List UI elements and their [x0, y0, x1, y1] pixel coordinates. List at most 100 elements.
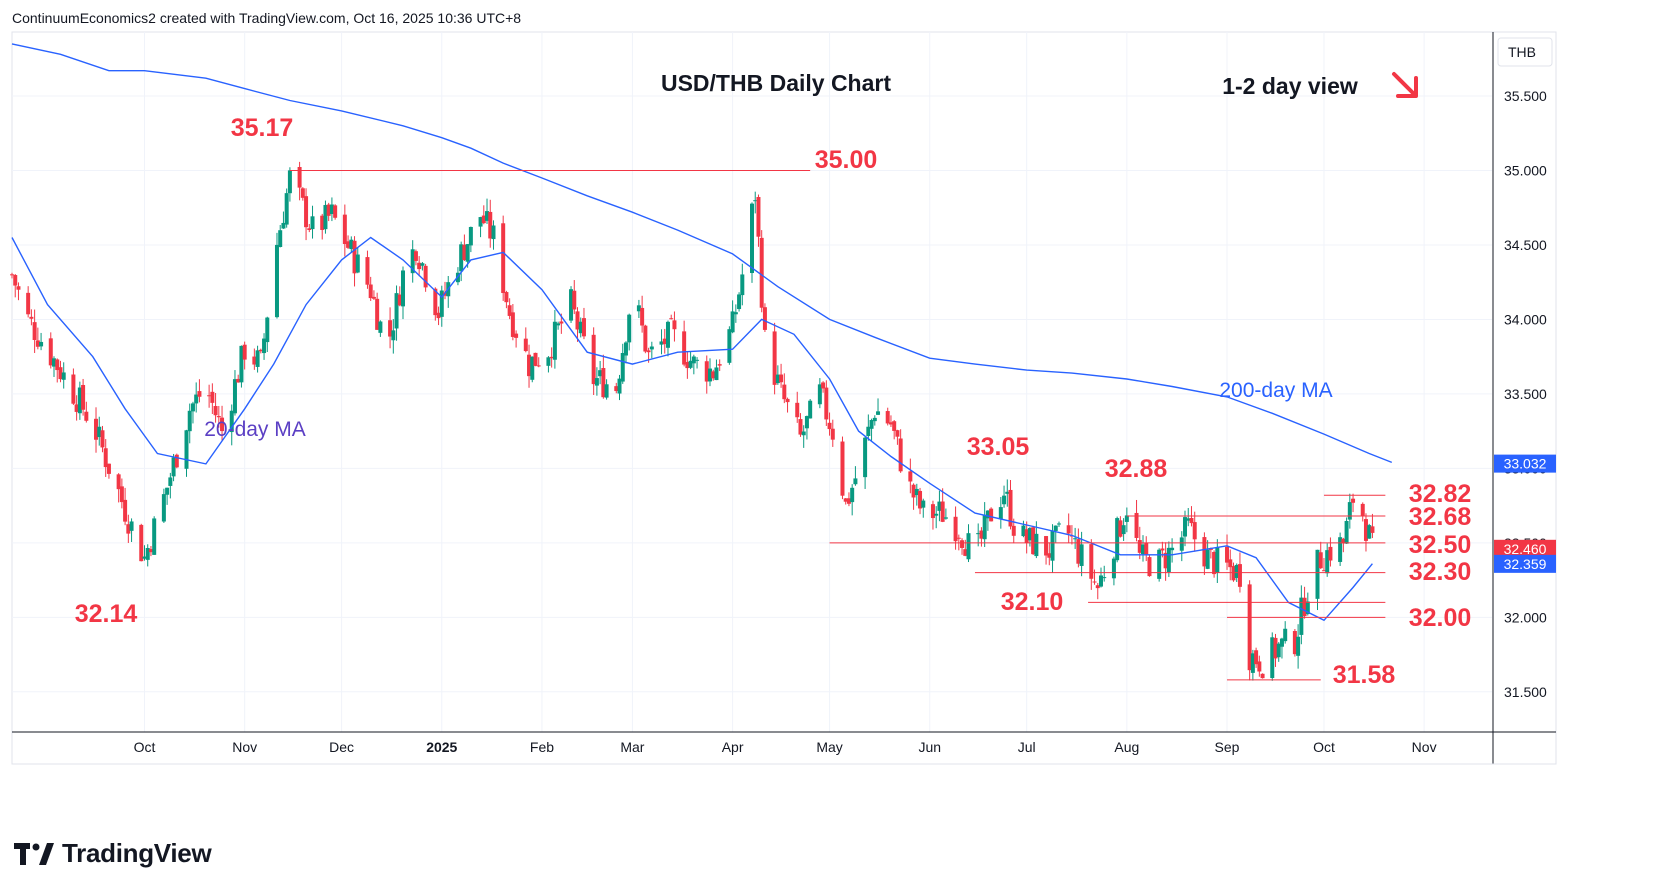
candle-body: [229, 410, 234, 433]
header-caption: ContinuumEconomics2 created with Trading…: [12, 10, 522, 26]
ma20-line: [11, 236, 1373, 622]
candle-body: [207, 395, 212, 397]
candle-body: [126, 524, 131, 534]
candle-body: [194, 394, 199, 404]
candle-body: [578, 321, 583, 334]
candle-body: [843, 498, 848, 502]
candle-body: [1341, 538, 1346, 544]
candle-body: [342, 214, 347, 245]
candle-body: [662, 338, 667, 345]
candle-body: [349, 239, 354, 250]
candle-body: [265, 317, 270, 343]
candle-body: [798, 419, 803, 435]
candle-body: [940, 501, 945, 522]
candle-body: [287, 170, 292, 194]
axes: 35.50035.00034.50034.00033.50033.00032.5…: [12, 32, 1556, 765]
candle-body: [1318, 552, 1323, 569]
candle-body: [501, 223, 506, 294]
price-badge-32-460: 32.460: [1494, 539, 1556, 558]
candle-body: [71, 374, 76, 404]
candle-body: [148, 549, 153, 553]
candle-body: [669, 318, 674, 320]
price-badge-32-359: 32.359: [1494, 554, 1556, 573]
candle-body: [604, 384, 609, 398]
level-label-33-05: 33.05: [967, 433, 1030, 461]
candle-body: [804, 416, 809, 429]
candle-body: [1144, 542, 1149, 555]
candle-body: [465, 244, 470, 262]
arrow-head: [1396, 76, 1418, 98]
candle-body: [35, 340, 40, 347]
candle-body: [352, 240, 357, 274]
candle-body: [94, 418, 99, 440]
candle-body: [918, 490, 923, 509]
candle-body: [1005, 491, 1010, 494]
candle-body: [1053, 525, 1058, 531]
candle-body: [26, 292, 31, 315]
candle-body: [307, 228, 312, 230]
candle-body: [297, 167, 302, 188]
candle-body: [627, 314, 632, 343]
candle-body: [1166, 547, 1171, 573]
tradingview-brand[interactable]: TradingView: [14, 838, 212, 869]
candle-body: [97, 426, 102, 438]
price-levels: [289, 170, 1386, 681]
candle-body: [481, 215, 486, 224]
candle-body: [640, 307, 645, 326]
candle-body: [623, 342, 628, 356]
candle-body: [549, 356, 554, 359]
arrow-shaft: [1392, 72, 1416, 96]
candle-body: [216, 416, 221, 418]
candle-body: [1157, 549, 1162, 579]
y-tick-label: 32.000: [1504, 609, 1547, 625]
candle-body: [840, 441, 845, 496]
candle-body: [1163, 552, 1168, 569]
level-label-31-58: 31.58: [1333, 661, 1396, 689]
candle-body: [1250, 653, 1255, 673]
level-label-32-14: 32.14: [75, 600, 138, 628]
candle-body: [1102, 577, 1107, 579]
candle-body: [16, 286, 21, 290]
candle-body: [572, 290, 577, 310]
level-label-32-30: 32.30: [1409, 558, 1472, 586]
candle-body: [1215, 547, 1220, 573]
x-tick-label: Jun: [918, 739, 941, 755]
candle-body: [546, 357, 551, 366]
candle-body: [413, 251, 418, 261]
candle-body: [863, 437, 868, 478]
candle-body: [966, 533, 971, 560]
candle-body: [1189, 518, 1194, 524]
candle-body: [152, 518, 157, 555]
candle-body: [320, 215, 325, 230]
candle-body: [659, 341, 664, 345]
moving-averages: [11, 43, 1393, 622]
candle-body: [1363, 519, 1368, 541]
ma200-label: 200-day MA: [1219, 379, 1332, 402]
candle-body: [846, 498, 851, 504]
candle-body: [1360, 503, 1365, 516]
chart-subtitle: 1-2 day view: [1222, 73, 1358, 99]
candle-body: [190, 403, 195, 412]
candle-body: [397, 294, 402, 306]
candle-body: [740, 274, 745, 296]
candle-body: [74, 404, 79, 412]
candle-body: [753, 200, 758, 202]
candle-body: [1044, 536, 1049, 556]
candle-body: [242, 344, 247, 360]
candle-body: [468, 226, 473, 246]
candle-body: [1338, 537, 1343, 562]
candle-body: [1212, 551, 1217, 575]
candle-body: [485, 211, 490, 221]
candle-body: [869, 420, 874, 429]
candle-body: [184, 430, 189, 469]
candle-body: [100, 430, 105, 448]
candle-body: [575, 311, 580, 330]
candle-body: [1008, 489, 1013, 527]
candle-body: [394, 293, 399, 329]
candle-body: [759, 237, 764, 308]
candle-body: [1228, 559, 1233, 568]
level-label-35-17: 35.17: [231, 114, 294, 142]
y-tick-label: 33.500: [1504, 386, 1547, 402]
candle-body: [850, 487, 855, 503]
